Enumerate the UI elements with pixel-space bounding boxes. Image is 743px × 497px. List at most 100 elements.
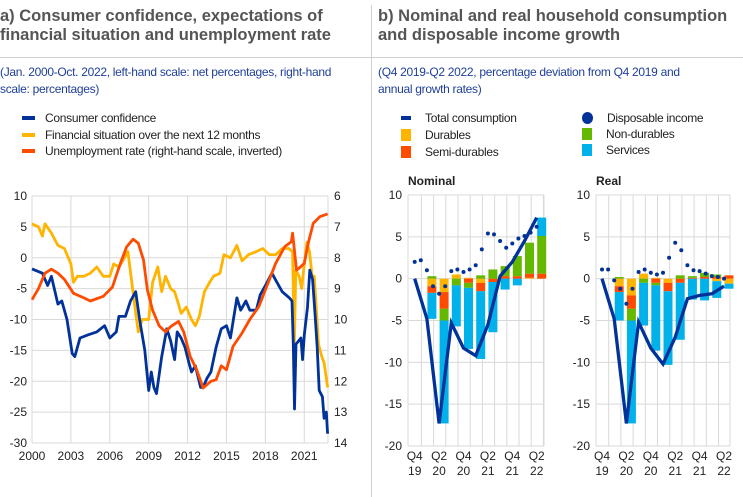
bar-segment-semi-durables xyxy=(700,276,710,279)
y-tick-label: -25 xyxy=(10,405,28,419)
legend-total-consumption-item: Total consumption xyxy=(401,110,517,126)
bar-segment-non-durables xyxy=(537,235,547,274)
bar-segment-non-durables xyxy=(626,308,636,321)
y-tick-label: -20 xyxy=(573,439,591,453)
legend-label: Consumer confidence xyxy=(45,111,157,125)
legend-swatch xyxy=(582,112,593,124)
disposable-income-dot xyxy=(661,270,665,275)
x-tick-label: Q2 xyxy=(480,449,496,463)
bar-segment-services xyxy=(687,278,697,300)
y-tick-label: -20 xyxy=(10,374,28,388)
legend-label: Non-durables xyxy=(606,127,675,141)
disposable-income-dot xyxy=(504,245,509,250)
x-tick-label: 2009 xyxy=(135,449,162,463)
y-tick-label: -5 xyxy=(391,314,402,328)
x-tick-label: Q2 xyxy=(431,449,447,463)
y-tick-label: -30 xyxy=(10,436,28,450)
bar-segment-non-durables xyxy=(488,269,498,279)
bar-segment-semi-durables xyxy=(687,277,697,279)
x-tick-label: 20 xyxy=(457,464,471,478)
bar-segment-non-durables xyxy=(464,282,473,288)
bar-segment-services xyxy=(700,278,710,301)
bar-segment-semi-durables xyxy=(427,286,437,293)
bar-segment-non-durables xyxy=(651,282,661,286)
panel-b-subtitle: (Q4 2019-Q2 2022, percentage deviation f… xyxy=(378,64,680,98)
disposable-income-dot xyxy=(467,267,472,272)
disposable-income-dot xyxy=(449,269,454,274)
y-tick-label: -15 xyxy=(573,397,591,411)
legend-swatch xyxy=(22,133,35,137)
bar-segment-non-durables xyxy=(687,276,697,278)
bar-segment-durables xyxy=(639,273,649,279)
bar-segment-semi-durables xyxy=(500,276,510,279)
panel-a-title: a) Consumer confidence, expectations of … xyxy=(0,7,331,45)
subtitle-line: scale: percentages) xyxy=(0,82,100,96)
disposable-income-dot xyxy=(498,239,503,244)
bar-segment-durables xyxy=(614,278,624,287)
y-tick-label: 0 xyxy=(20,251,27,265)
x-tick-label: 2003 xyxy=(58,449,85,463)
disposable-income-dot xyxy=(679,248,684,253)
disposable-income-dot xyxy=(437,291,442,296)
legend-label: Disposable income xyxy=(607,111,704,125)
disposable-income-dot xyxy=(703,271,708,276)
title-line: b) Nominal and real household consumptio… xyxy=(378,7,728,25)
title-line: a) Consumer confidence, expectations of xyxy=(0,7,323,25)
disposable-income-dot xyxy=(492,232,496,237)
legend-label: Financial situation over the next 12 mon… xyxy=(45,128,261,142)
x-tick-label: Q4 xyxy=(504,449,520,463)
x-tick-label: Q2 xyxy=(618,449,634,463)
bar-segment-durables xyxy=(451,274,461,279)
y-tick-label: -15 xyxy=(385,397,403,411)
y-tick-label: 0 xyxy=(395,272,402,286)
disposable-income-dot xyxy=(534,224,539,229)
y-tick-label: 10 xyxy=(389,188,403,202)
bar-segment-non-durables xyxy=(614,276,624,279)
x-tick-label: Q4 xyxy=(455,449,471,463)
legend-swatch xyxy=(22,116,35,120)
disposable-income-dot xyxy=(600,267,604,272)
bar-segment-semi-durables xyxy=(663,282,673,292)
y-tick-label: -10 xyxy=(385,355,403,369)
title-line: financial situation and unemployment rat… xyxy=(0,26,331,44)
disposable-income-dot xyxy=(630,286,635,291)
disposable-income-dot xyxy=(636,269,641,274)
x-tick-label: 21 xyxy=(481,464,495,478)
disposable-income-dot xyxy=(479,247,484,252)
legend-label: Services xyxy=(606,143,650,157)
legend-non-durables: Non-durables xyxy=(582,126,675,142)
title-line: and disposable income growth xyxy=(378,26,621,44)
disposable-income-dot xyxy=(697,269,702,274)
x-tick-label: 2021 xyxy=(291,449,318,463)
disposable-income-dot xyxy=(473,263,478,268)
disposable-income-dot xyxy=(722,276,726,281)
bar-segment-durables xyxy=(626,278,636,296)
disposable-income-dot xyxy=(667,255,672,260)
bar-segment-services xyxy=(451,285,461,327)
x-tick-label: Q4 xyxy=(643,449,659,463)
divider-vertical xyxy=(371,5,372,497)
x-tick-label: 2000 xyxy=(19,449,46,463)
disposable-income-dot xyxy=(418,258,423,263)
bar-segment-durables xyxy=(712,278,722,282)
y-tick-label: 0 xyxy=(583,272,590,286)
subtitle-line: (Q4 2019-Q2 2022, percentage deviation f… xyxy=(378,65,680,79)
y-tick-label: 5 xyxy=(20,220,27,234)
disposable-income-dot xyxy=(606,267,611,272)
subtitle-line: annual growth rates) xyxy=(378,82,482,96)
legend-swatch xyxy=(582,144,592,156)
series-line-unemployment xyxy=(30,212,329,390)
disposable-income-dot xyxy=(424,268,429,273)
bar-segment-durables xyxy=(476,278,486,283)
x-tick-label: Q2 xyxy=(529,449,545,463)
panel-a-subtitle: (Jan. 2000-Oct. 2022, left-hand scale: n… xyxy=(0,64,331,98)
legend-unemployment-rate: Unemployment rate (right-hand scale, inv… xyxy=(22,143,282,159)
x-tick-label: Q4 xyxy=(692,449,708,463)
legend-durables: Durables xyxy=(401,127,471,143)
x-tick-label: 20 xyxy=(620,464,634,478)
x-tick-label: 20 xyxy=(432,464,446,478)
disposable-income-dot xyxy=(412,259,417,264)
bar-segment-non-durables xyxy=(639,278,649,283)
legend-label: Unemployment rate (right-hand scale, inv… xyxy=(45,144,282,158)
legend-label: Durables xyxy=(425,128,471,142)
